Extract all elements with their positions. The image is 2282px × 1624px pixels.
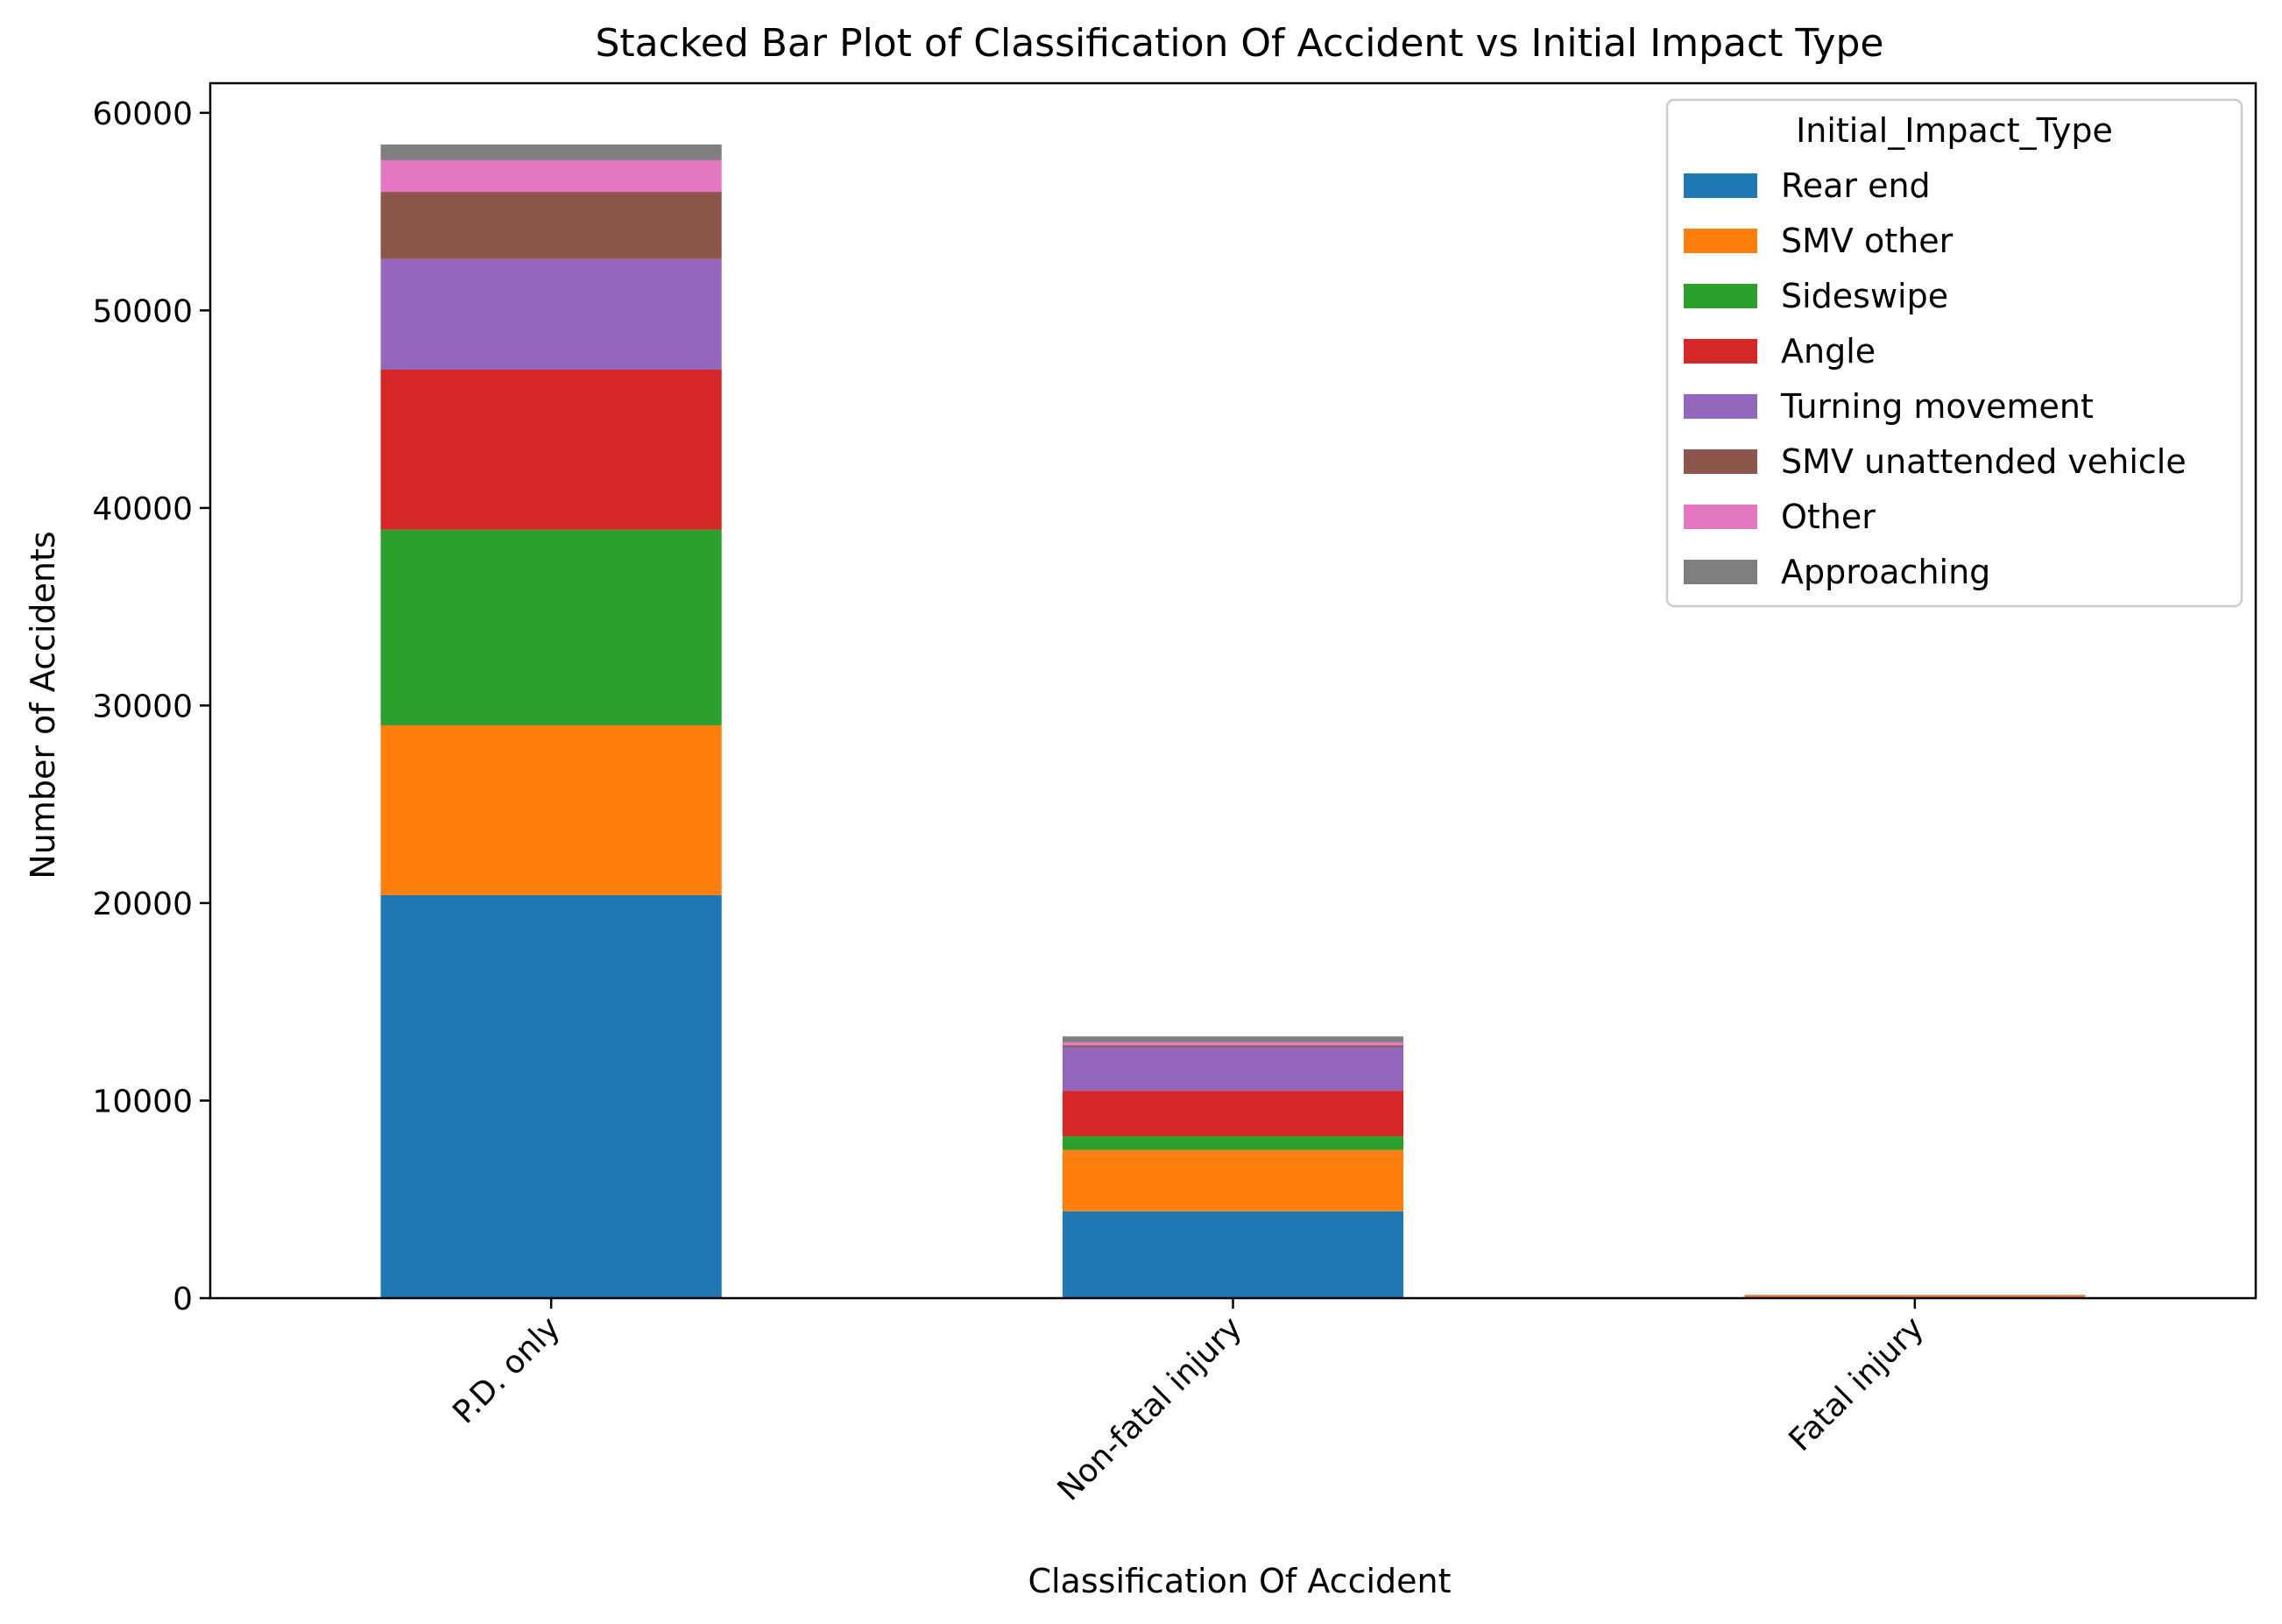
bar-smv-unattended-vehicle-1 bbox=[380, 192, 722, 259]
bar-smv-other-2 bbox=[1062, 1149, 1404, 1211]
x-axis-label: Classification Of Accident bbox=[1028, 1562, 1451, 1600]
chart-title: Stacked Bar Plot of Classification Of Ac… bbox=[596, 21, 1884, 66]
bar-rear-end-2 bbox=[1062, 1211, 1404, 1298]
bar-sideswipe-1 bbox=[380, 529, 722, 725]
legend-swatch-rear-end bbox=[1684, 173, 1757, 198]
legend-swatch-smv-unattended-vehicle bbox=[1684, 449, 1757, 474]
legend-swatch-approaching bbox=[1684, 560, 1757, 584]
legend-title: Initial_Impact_Type bbox=[1796, 111, 2113, 150]
legend-label-smv-unattended-vehicle: SMV unattended vehicle bbox=[1781, 442, 2187, 481]
bar-other-2 bbox=[1062, 1041, 1404, 1046]
bar-rear-end-1 bbox=[380, 894, 722, 1298]
y-tick-label: 50000 bbox=[92, 293, 193, 329]
legend-label-other: Other bbox=[1781, 498, 1876, 536]
y-tick-label: 20000 bbox=[92, 886, 193, 922]
bar-other-1 bbox=[380, 159, 722, 193]
bar-smv-other-3 bbox=[1744, 1296, 2086, 1298]
legend-swatch-sideswipe bbox=[1684, 284, 1757, 308]
y-tick-label: 60000 bbox=[92, 96, 193, 132]
y-tick-label: 0 bbox=[173, 1282, 193, 1317]
bar-turning-movement-2 bbox=[1062, 1047, 1404, 1091]
legend-label-angle: Angle bbox=[1781, 332, 1876, 371]
bar-smv-unattended-vehicle-2 bbox=[1062, 1045, 1404, 1048]
legend-label-sideswipe: Sideswipe bbox=[1781, 277, 1948, 315]
legend-swatch-smv-other bbox=[1684, 229, 1757, 253]
bar-smv-other-1 bbox=[380, 724, 722, 895]
y-tick-label: 40000 bbox=[92, 491, 193, 527]
legend-label-smv-other: SMV other bbox=[1781, 222, 1953, 260]
legend: Initial_Impact_Type Rear end SMV other Sid… bbox=[1665, 98, 2243, 608]
legend-label-turning-movement: Turning movement bbox=[1780, 387, 2094, 426]
bar-sideswipe-2 bbox=[1062, 1136, 1404, 1150]
legend-swatch-other bbox=[1684, 505, 1757, 529]
bar-approaching-1 bbox=[380, 144, 722, 160]
y-tick-label: 10000 bbox=[92, 1084, 193, 1119]
legend-label-approaching: Approaching bbox=[1781, 553, 1990, 591]
legend-swatch-angle bbox=[1684, 339, 1757, 364]
y-tick-label: 30000 bbox=[92, 688, 193, 724]
bar-angle-1 bbox=[380, 370, 722, 530]
legend-swatch-turning-movement bbox=[1684, 394, 1757, 419]
bar-approaching-2 bbox=[1062, 1036, 1404, 1042]
bar-angle-2 bbox=[1062, 1091, 1404, 1137]
bar-turning-movement-1 bbox=[380, 258, 722, 371]
legend-frame bbox=[1665, 98, 2243, 608]
legend-label-rear-end: Rear end bbox=[1781, 166, 1931, 205]
legend-items: Rear end SMV other Sideswipe Angle Turning m… bbox=[1684, 166, 2187, 591]
y-axis-label: Number of Accidents bbox=[24, 531, 62, 879]
